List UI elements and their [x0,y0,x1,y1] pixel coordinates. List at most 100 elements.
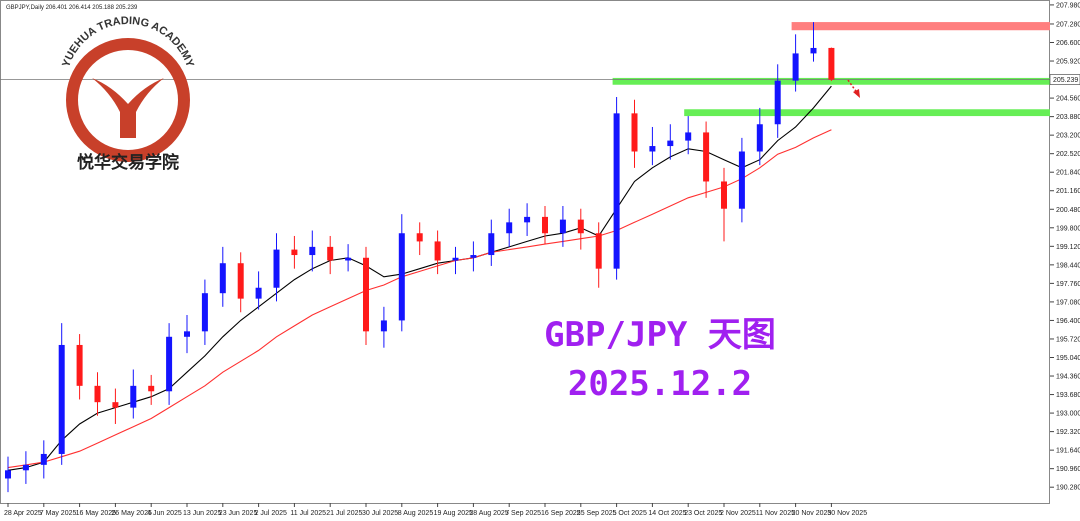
y-tick-label: 202.520 [1056,151,1080,158]
symbol-header: GBPJPY,Daily 206.401 206.414 205.188 205… [6,5,138,11]
candle-body [559,219,566,234]
x-tick-label: 7 Sep 2025 [505,510,541,517]
x-tick-label: 19 Aug 2025 [434,510,473,517]
candle-body [130,385,137,408]
y-tick-label: 191.640 [1056,448,1080,455]
candle-body [112,402,119,408]
y-tick-label: 195.720 [1056,336,1080,343]
candle-body [255,287,262,299]
candle-body [810,47,817,54]
candle-body [488,233,495,256]
x-tick-label: 7 May 2025 [40,510,77,517]
candle-body [721,181,727,209]
candle-body [774,80,781,125]
candle-body [94,385,101,403]
candle-body [327,246,334,261]
x-tick-label: 23 Jun 2025 [219,510,258,517]
candle-body [58,344,65,454]
y-tick-label: 207.280 [1056,21,1080,28]
candle-body [470,255,477,258]
y-tick-label: 205.920 [1056,59,1080,66]
y-tick-label: 190.960 [1056,466,1080,473]
y-tick-label: 201.840 [1056,170,1080,177]
candle-body [273,249,280,288]
watermark-date: 2025.12.2 [568,364,752,404]
y-tick-label: 193.000 [1056,411,1080,418]
y-tick-label: 204.560 [1056,96,1080,103]
x-tick-label: 2 Jul 2025 [255,510,287,517]
y-tick-label: 199.120 [1056,244,1080,251]
candle-body [452,257,459,261]
y-tick-label: 200.480 [1056,207,1080,214]
candle-body [380,320,387,332]
x-tick-label: 28 Aug 2025 [469,510,508,517]
x-tick-label: 14 Oct 2025 [648,510,686,517]
y-tick-label: 201.160 [1056,188,1080,195]
x-tick-label: 16 May 2025 [76,510,117,517]
candle-body [434,241,441,261]
y-tick-label: 203.880 [1056,114,1080,121]
candle-body [5,470,11,479]
candle-body [756,124,763,152]
y-tick-label: 199.800 [1056,225,1080,232]
candle-body [738,151,745,209]
x-tick-label: 30 Jul 2025 [362,510,398,517]
zone [791,22,1050,31]
candle-body [184,331,190,337]
y-tick-label: 197.080 [1056,299,1080,306]
x-tick-label: 4 Jun 2025 [147,510,182,517]
candle-body [506,222,513,234]
x-tick-label: 20 Nov 2025 [792,510,832,517]
candle-body [291,249,298,256]
moving-average [7,85,832,471]
x-tick-label: 30 Nov 2025 [827,510,867,517]
y-tick-label: 203.200 [1056,133,1080,140]
x-tick-label: 23 Oct 2025 [684,510,722,517]
arrow [847,79,859,95]
zone [684,109,1050,117]
candle-body [524,216,531,223]
x-tick-label: 26 May 2025 [111,510,152,517]
x-tick-label: 8 Aug 2025 [398,510,434,517]
candle-body [363,257,369,332]
candle-body [22,464,29,471]
x-tick-label: 5 Oct 2025 [613,510,647,517]
candle-body [542,216,548,234]
candle-body [685,132,692,141]
candle-body [219,263,226,294]
x-tick-label: 28 Apr 2025 [4,510,42,517]
x-tick-label: 11 Jul 2025 [290,510,326,517]
candle-body [148,385,155,392]
price-box [1049,74,1080,85]
moving-average [7,129,832,469]
candle-body [792,53,799,81]
logo-ring [66,38,190,162]
candle-body [828,47,835,80]
x-tick-label: 11 Nov 2025 [756,510,795,517]
y-tick-label: 196.400 [1056,318,1080,325]
y-tick-label: 197.760 [1056,281,1080,288]
y-tick-label: 194.360 [1056,374,1080,381]
candle-body [577,219,584,234]
candle-body [416,233,423,242]
x-tick-label: 2 Nov 2025 [720,510,756,517]
y-tick-label: 207.980 [1056,2,1080,9]
candle-body [309,246,316,256]
watermark-title: GBP/JPY 天图 [544,315,776,355]
y-tick-label: 193.680 [1056,392,1080,399]
logo-mark [92,78,164,138]
candle-body [398,233,405,321]
candle-body [345,257,352,261]
x-tick-label: 13 Jun 2025 [183,510,222,517]
candle-body [76,344,83,386]
candle-body [595,233,602,269]
price-label: 205.239 [1053,77,1078,84]
logo: YUEHUA TRADING ACADEMY 悦华交易学院 [60,15,196,172]
x-tick-label: 21 Jul 2025 [326,510,362,517]
candle-body [649,146,656,152]
candle-body [613,113,620,269]
arrow-head [853,89,860,98]
y-tick-label: 206.600 [1056,40,1080,47]
candle-body [40,453,47,465]
